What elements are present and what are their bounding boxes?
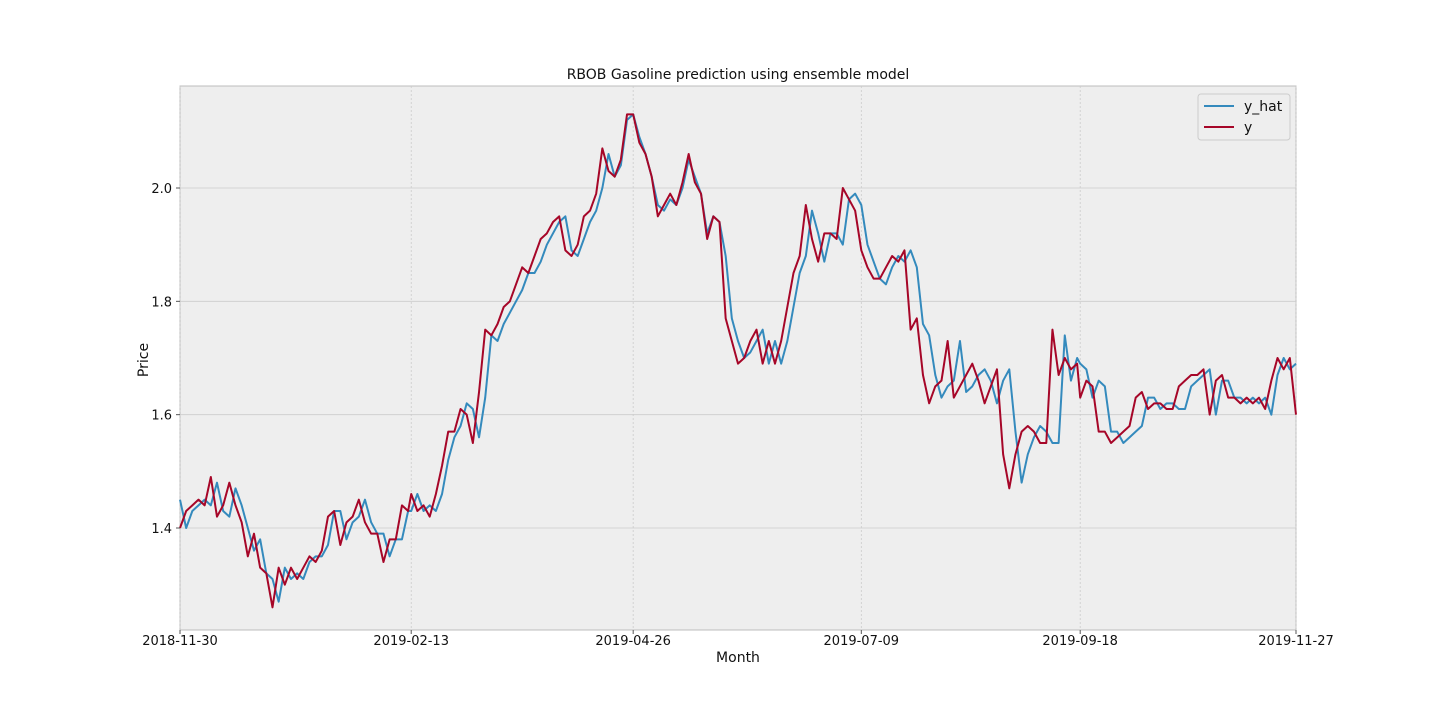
grid — [179, 86, 1297, 630]
y-axis-label: Price — [136, 343, 152, 377]
plot-area — [179, 85, 1297, 631]
series-line-y-hat — [179, 113, 1297, 603]
series-layer — [179, 113, 1297, 609]
y-tick-label: 2.0 — [151, 182, 172, 197]
x-tick-label: 2019-04-26 — [595, 634, 671, 649]
x-tick-label: 2018-11-30 — [142, 634, 218, 649]
legend: y_hat y — [1197, 93, 1291, 141]
y-tick-label: 1.8 — [151, 295, 172, 310]
series-line-y — [179, 113, 1297, 609]
x-tick-label: 2019-02-13 — [373, 634, 449, 649]
chart-title: RBOB Gasoline prediction using ensemble … — [567, 67, 910, 83]
x-axis-label: Month — [716, 650, 760, 666]
tick-labels: 1.4 1.6 1.8 2.0 2018-11-30 2019-02-13 2019-04-… — [142, 182, 1334, 649]
x-tick-label: 2019-07-09 — [824, 634, 900, 649]
y-tick-label: 1.4 — [151, 522, 172, 537]
x-tick-label: 2019-09-18 — [1042, 634, 1118, 649]
y-tick-label: 1.6 — [151, 409, 172, 424]
legend-label-y: y — [1244, 120, 1252, 136]
x-tick-label: 2019-11-27 — [1258, 634, 1334, 649]
legend-label-y-hat: y_hat — [1244, 99, 1283, 115]
